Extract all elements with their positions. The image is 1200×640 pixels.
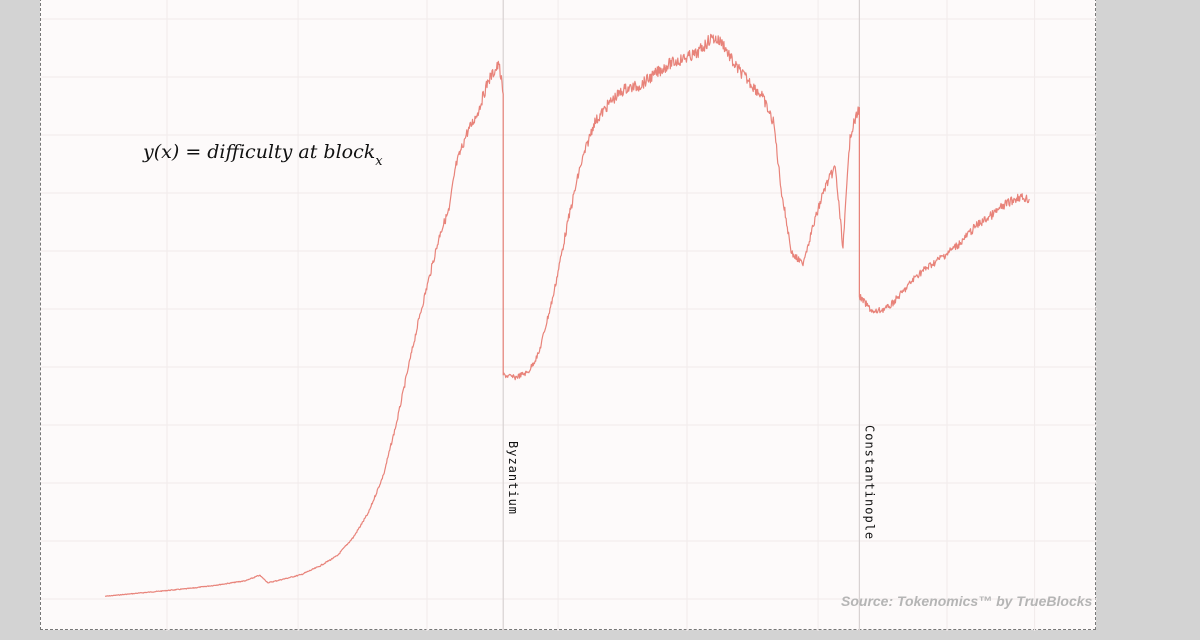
event-label-constantinople: Constantinople [862,425,877,541]
difficulty-line [104,33,1030,597]
grid-layer [41,0,1097,631]
chart-plot: Jul 16Jan 17Jul 17Jan 18Jul 18Jan 19Jul … [41,0,1097,631]
event-label-byzantium: Byzantium [506,441,521,516]
series-layer [104,33,1030,597]
chart-panel: Jul 16Jan 17Jul 17Jan 18Jul 18Jan 19Jul … [40,0,1097,631]
difficulty-formula: y(x) = difficulty at blockx [143,141,383,169]
event-lines [502,0,860,631]
formula-text: y(x) = difficulty at block [143,141,376,163]
source-credit: Source: Tokenomics™ by TrueBlocks [841,593,1093,609]
formula-subscript: x [375,153,383,169]
